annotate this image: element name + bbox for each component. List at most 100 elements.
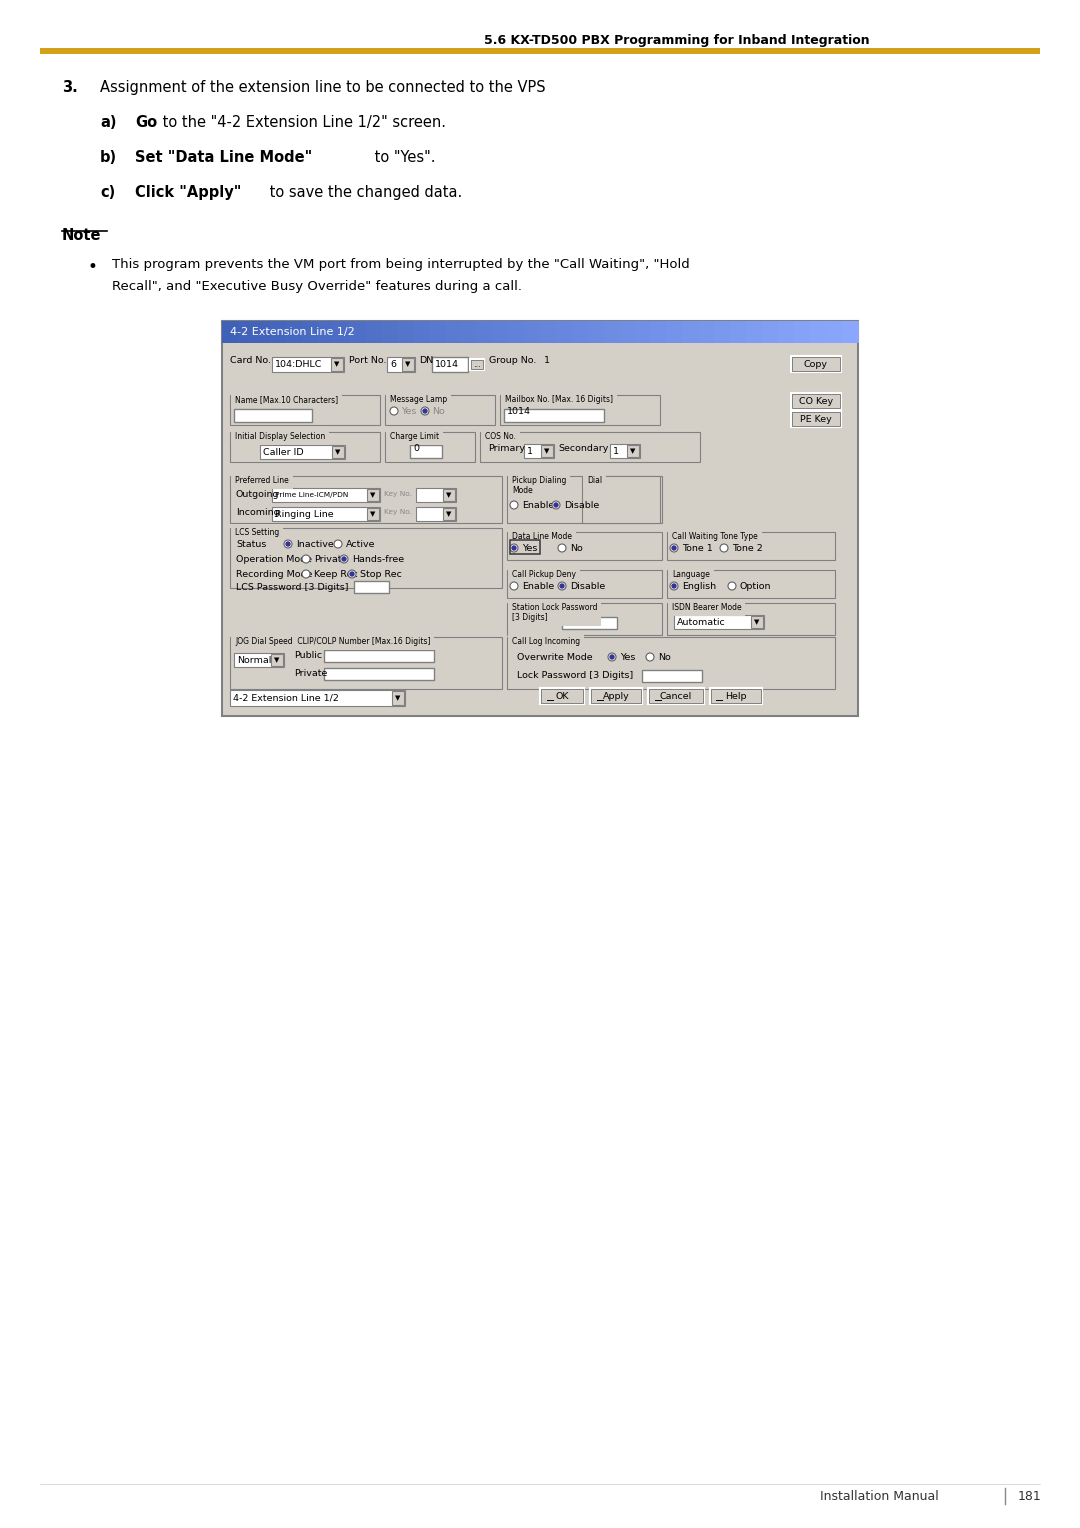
Text: Tone 2: Tone 2 bbox=[732, 544, 762, 553]
Bar bbox=[443, 489, 455, 501]
Bar bbox=[230, 637, 502, 689]
Bar bbox=[387, 358, 415, 371]
Text: Station Lock Password
[3 Digits]: Station Lock Password [3 Digits] bbox=[512, 604, 597, 622]
Text: LCS Setting: LCS Setting bbox=[235, 529, 280, 536]
Bar bbox=[791, 411, 841, 426]
Text: Charge Limit: Charge Limit bbox=[390, 432, 440, 442]
Circle shape bbox=[423, 410, 427, 413]
Text: CO Key: CO Key bbox=[799, 396, 833, 405]
Circle shape bbox=[286, 542, 291, 545]
Bar bbox=[270, 321, 286, 342]
Bar bbox=[471, 361, 483, 368]
Text: Enable: Enable bbox=[522, 501, 554, 509]
Text: Recording Mode: Recording Mode bbox=[237, 570, 312, 579]
Text: Enable: Enable bbox=[522, 582, 554, 590]
Text: 4-2 Extension Line 1/2: 4-2 Extension Line 1/2 bbox=[233, 694, 339, 703]
Bar bbox=[571, 321, 589, 342]
Bar bbox=[582, 477, 660, 523]
Bar bbox=[222, 321, 858, 717]
Bar bbox=[507, 570, 662, 597]
Text: Ringing Line: Ringing Line bbox=[275, 509, 334, 518]
Bar bbox=[349, 321, 366, 342]
Text: c): c) bbox=[100, 185, 116, 200]
Text: Card No.: Card No. bbox=[230, 356, 271, 365]
Bar bbox=[590, 688, 642, 704]
Bar bbox=[648, 688, 704, 704]
Text: Language: Language bbox=[672, 570, 710, 579]
Text: Tone 1: Tone 1 bbox=[681, 544, 713, 553]
Text: Note: Note bbox=[62, 228, 102, 243]
Text: Normal: Normal bbox=[237, 656, 271, 665]
Bar bbox=[795, 321, 811, 342]
Text: a): a) bbox=[100, 115, 117, 130]
Bar bbox=[354, 581, 389, 593]
Bar bbox=[230, 477, 502, 523]
Text: This program prevents the VM port from being interrupted by the "Call Waiting", : This program prevents the VM port from b… bbox=[112, 258, 690, 270]
Bar bbox=[492, 321, 509, 342]
Bar bbox=[762, 321, 780, 342]
Bar bbox=[610, 445, 640, 458]
Bar bbox=[792, 358, 840, 371]
Text: Help: Help bbox=[726, 692, 746, 700]
Bar bbox=[234, 652, 284, 668]
Bar bbox=[541, 689, 583, 703]
Bar bbox=[588, 321, 605, 342]
Circle shape bbox=[561, 584, 564, 588]
Bar bbox=[699, 321, 716, 342]
Text: Disable: Disable bbox=[570, 582, 605, 590]
Text: Name [Max.10 Characters]: Name [Max.10 Characters] bbox=[235, 396, 338, 403]
Text: Yes: Yes bbox=[401, 406, 417, 416]
Bar bbox=[524, 445, 554, 458]
Text: to the "4-2 Extension Line 1/2" screen.: to the "4-2 Extension Line 1/2" screen. bbox=[158, 115, 446, 130]
Circle shape bbox=[302, 555, 310, 562]
Text: ▼: ▼ bbox=[370, 510, 376, 516]
Bar bbox=[445, 321, 461, 342]
Text: Disable: Disable bbox=[564, 501, 599, 509]
Bar bbox=[272, 487, 380, 503]
Text: Incoming: Incoming bbox=[237, 507, 280, 516]
Text: 1014: 1014 bbox=[435, 359, 459, 368]
Text: Active: Active bbox=[346, 539, 376, 549]
Bar bbox=[443, 507, 455, 520]
Bar bbox=[509, 321, 525, 342]
Text: 181: 181 bbox=[1018, 1490, 1042, 1502]
Text: Caller ID: Caller ID bbox=[264, 448, 303, 457]
Text: Initial Display Selection: Initial Display Selection bbox=[235, 432, 325, 442]
Text: ▼: ▼ bbox=[370, 492, 376, 498]
Bar bbox=[667, 321, 684, 342]
Bar bbox=[667, 604, 835, 636]
Bar bbox=[470, 359, 484, 370]
Bar bbox=[779, 321, 795, 342]
Bar bbox=[460, 321, 477, 342]
Circle shape bbox=[510, 582, 518, 590]
Bar bbox=[667, 532, 835, 559]
Bar bbox=[230, 396, 380, 425]
Text: Mailbox No. [Max. 16 Digits]: Mailbox No. [Max. 16 Digits] bbox=[505, 396, 613, 403]
Bar bbox=[416, 487, 456, 503]
Bar bbox=[318, 321, 335, 342]
Circle shape bbox=[670, 544, 678, 552]
Bar bbox=[635, 321, 652, 342]
Text: Keep Rec: Keep Rec bbox=[314, 570, 357, 579]
Text: ▼: ▼ bbox=[631, 448, 636, 454]
Text: 4-2 Extension Line 1/2: 4-2 Extension Line 1/2 bbox=[230, 327, 354, 338]
Circle shape bbox=[672, 584, 676, 588]
Bar bbox=[40, 47, 1040, 53]
Bar bbox=[620, 321, 636, 342]
Circle shape bbox=[512, 545, 516, 550]
Text: Group No.: Group No. bbox=[489, 356, 537, 365]
Text: 0: 0 bbox=[413, 443, 419, 452]
Text: ▼: ▼ bbox=[446, 510, 451, 516]
Text: No: No bbox=[570, 544, 583, 553]
Bar bbox=[272, 507, 380, 521]
Text: Overwrite Mode: Overwrite Mode bbox=[517, 652, 593, 662]
Text: Port No.: Port No. bbox=[349, 356, 387, 365]
Text: Pickup Dialing
Mode: Pickup Dialing Mode bbox=[512, 477, 566, 495]
Bar bbox=[792, 394, 840, 408]
Bar bbox=[507, 477, 662, 523]
Text: Inactive: Inactive bbox=[296, 539, 334, 549]
Text: •: • bbox=[87, 258, 98, 277]
Bar bbox=[384, 432, 475, 461]
Bar bbox=[234, 410, 312, 422]
Circle shape bbox=[646, 652, 654, 662]
